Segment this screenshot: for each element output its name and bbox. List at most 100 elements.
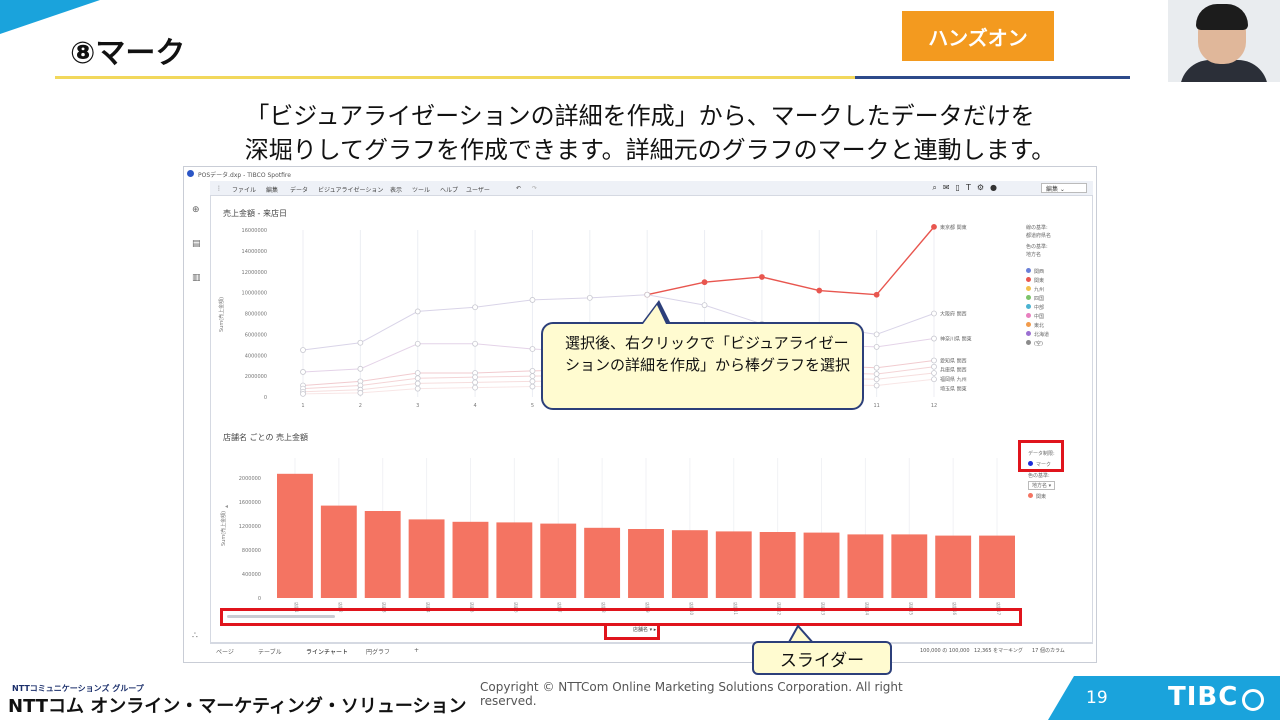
legend-lines-value[interactable]: 都道府県名 — [1026, 233, 1052, 239]
x-tick-label: 5 — [531, 403, 534, 409]
data-point — [701, 279, 708, 286]
tab-pages[interactable]: ページ — [216, 649, 234, 656]
search-icon[interactable]: ⌕ — [932, 183, 943, 192]
line-chart-title: 売上金額 - 来店日 — [223, 209, 287, 218]
legend-swatch — [1026, 268, 1031, 273]
x-tick-label: 店舗7 — [557, 602, 563, 613]
y-tick-label: 4000000 — [245, 353, 267, 359]
data-point — [472, 384, 478, 391]
menu-toggle-icon[interactable]: ⋮ — [216, 185, 222, 192]
status-marked: 12,365 をマーキング — [974, 648, 1023, 654]
legend-item-label[interactable]: 四国 — [1034, 296, 1045, 302]
series-end-label: 大阪府 関西 — [940, 311, 967, 318]
marking-color-icon[interactable] — [1028, 461, 1033, 466]
text-icon[interactable]: T — [965, 183, 977, 192]
legend-color-label: 色の基準: — [1026, 244, 1048, 250]
data-point — [873, 364, 880, 371]
data-point — [873, 376, 880, 383]
menu-tools[interactable]: ツール — [412, 187, 431, 194]
series-end-label: 神奈川県 関東 — [940, 336, 972, 343]
legend-item-label[interactable]: 関東 — [1034, 278, 1045, 284]
toolbar-icons: ⌕✉▯T⚙● — [932, 183, 1003, 193]
legend-item-label[interactable]: 中国 — [1034, 314, 1045, 320]
bar — [540, 523, 577, 598]
series-end-label: 埼玉県 関東 — [940, 385, 967, 392]
x-tick-label: 店舗8 — [601, 602, 607, 613]
bar-legend-color-label: 色の基準: — [1028, 473, 1050, 479]
legend-item-label[interactable]: 九州 — [1034, 287, 1045, 293]
x-axis-slider[interactable] — [227, 615, 335, 618]
add-icon[interactable]: ⊕ — [192, 205, 200, 215]
y-tick-label: 1600000 — [239, 500, 261, 506]
x-tick-label: 1 — [301, 403, 304, 409]
visualization-canvas: 売上金額 - 来店日 12345678910111202000000400000… — [210, 195, 1093, 643]
legend-item-label[interactable]: 関西 — [1034, 269, 1045, 275]
legend-swatch — [1026, 295, 1031, 300]
data-point — [529, 383, 536, 390]
megaphone-icon[interactable]: ✉ — [942, 183, 956, 192]
menu-help[interactable]: ヘルプ — [440, 187, 459, 194]
left-rail: ⊕ ▤ ▥ ∴ — [184, 181, 210, 651]
menu-user[interactable]: ユーザー — [466, 187, 490, 194]
bar-legend-marking[interactable]: マーク — [1036, 462, 1052, 468]
bar — [320, 505, 357, 598]
spotfire-logo-icon — [187, 170, 194, 177]
title-underline-accent — [855, 76, 1130, 79]
y-tick-label: 8000000 — [245, 312, 267, 318]
axis-collapse-icon: ◂ — [225, 503, 228, 510]
bar — [671, 530, 708, 598]
legend-item-label[interactable]: 北海道 — [1034, 332, 1050, 338]
bar-legend-color-select-value: 地方名 — [1032, 483, 1048, 489]
menu-data[interactable]: データ — [290, 187, 309, 194]
menu-visualization[interactable]: ビジュアライゼーション — [318, 187, 384, 194]
data-point — [357, 339, 364, 346]
network-icon[interactable]: ∴ — [192, 631, 198, 641]
tab-line-chart[interactable]: ラインチャート — [306, 649, 348, 656]
callout-pointer-fill — [643, 305, 666, 324]
description-line-2: 深堀りしてグラフを作成できます。詳細元のグラフのマークと連動します。 — [244, 136, 1056, 164]
data-point — [529, 373, 536, 380]
data-point — [931, 357, 937, 364]
bar — [364, 511, 401, 598]
legend-item-label[interactable]: 中部 — [1034, 305, 1045, 311]
series-end-label: 愛知県 関西 — [940, 357, 967, 364]
tab-table[interactable]: テーブル — [258, 649, 282, 656]
x-tick-label: 2 — [359, 403, 362, 409]
bar-chart[interactable]: 0 400000 800000 1200000 1600000 2000000 Sum(売上… — [211, 446, 1021, 626]
bookmark-icon[interactable]: ▯ — [955, 183, 966, 192]
add-tab-button[interactable]: + — [414, 647, 420, 654]
y-axis-label: Sum(売上金額) — [220, 511, 227, 546]
tab-pie-chart[interactable]: 円グラフ — [366, 649, 391, 656]
legend-item-label[interactable]: 東北 — [1034, 323, 1045, 329]
menu-view[interactable]: 表示 — [390, 187, 403, 194]
legend-color-value[interactable]: 地方名 — [1026, 252, 1042, 258]
menu-edit[interactable]: 編集 — [266, 187, 279, 194]
bar-legend-item[interactable]: 関東 — [1036, 494, 1047, 500]
footer-group-name: NTTコミュニケーションズ グループ — [12, 684, 144, 693]
legend-item-label[interactable]: (空) — [1034, 341, 1043, 347]
data-table-icon[interactable]: ▤ — [192, 239, 201, 249]
category-filter-dropdown[interactable]: 店舗名 ▾ ▸ — [633, 627, 657, 633]
presenter-video — [1168, 0, 1280, 82]
redo-icon[interactable]: ↷ — [532, 185, 538, 192]
menu-file[interactable]: ファイル — [232, 187, 257, 194]
footer-notch — [1048, 676, 1074, 720]
data-point — [472, 374, 478, 381]
analytics-icon[interactable]: ▥ — [192, 273, 201, 283]
mode-select[interactable]: 編集 ⌄ — [1041, 183, 1087, 193]
tibco-logo-icon — [1242, 689, 1264, 711]
legend-swatch — [1026, 331, 1031, 336]
bar — [803, 532, 840, 598]
undo-icon[interactable]: ↶ — [516, 185, 522, 192]
x-tick-label: 店舗4 — [426, 602, 432, 613]
page-tab-bar: ページ テーブル ラインチャート 円グラフ + 100,000 の 100,00… — [210, 643, 1093, 657]
x-tick-label: 11 — [873, 403, 879, 409]
bar-legend-color-select[interactable]: 地方名 ▾ — [1028, 481, 1056, 490]
gear-icon[interactable]: ⚙ — [976, 183, 991, 192]
data-point — [414, 380, 421, 387]
bar — [715, 531, 752, 598]
user-icon[interactable]: ● — [990, 183, 1003, 192]
data-point — [529, 378, 536, 385]
status-rows: 100,000 の 100,000 — [920, 648, 970, 654]
data-point — [414, 370, 421, 376]
